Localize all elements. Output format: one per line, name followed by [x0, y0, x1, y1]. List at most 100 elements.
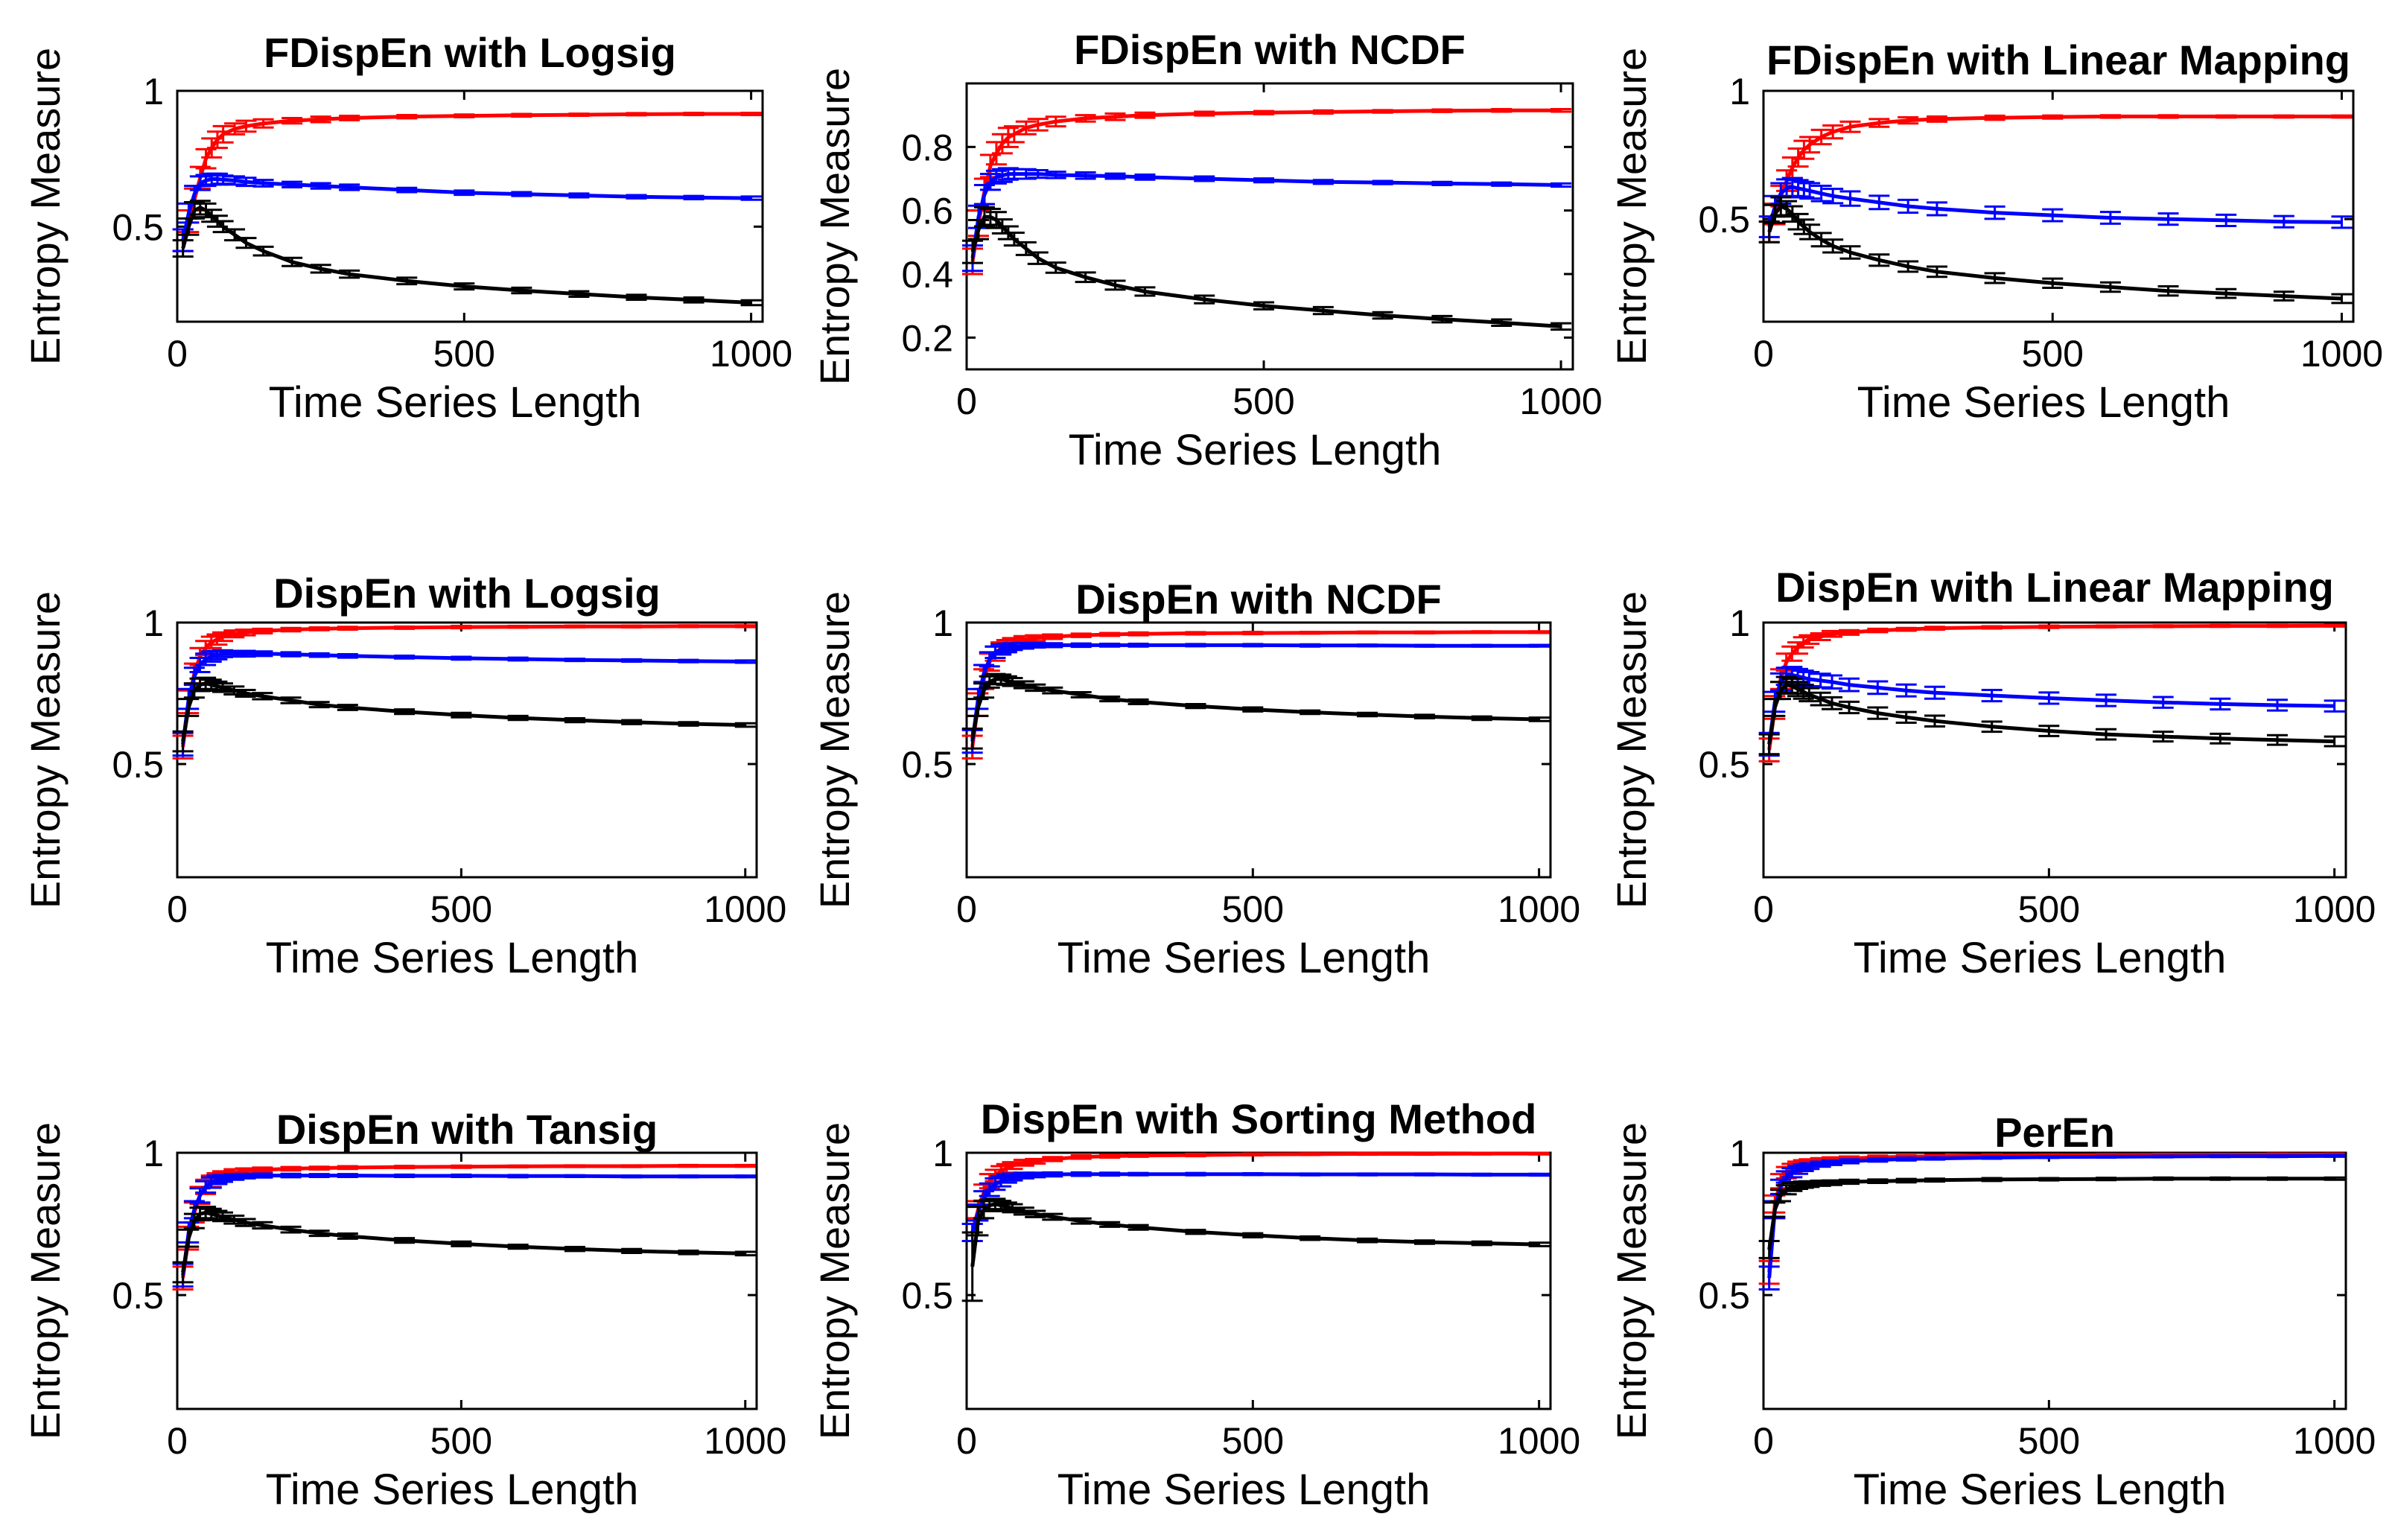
x-tick-label: 500 [2018, 1420, 2080, 1462]
x-tick-label: 0 [956, 888, 977, 930]
series-line-black [181, 1210, 745, 1273]
x-tick-label: 1000 [1498, 1420, 1580, 1462]
axes-box [1762, 1151, 2347, 1410]
y-tick-label: 1 [143, 71, 164, 112]
y-tick-label: 1 [1729, 602, 1750, 644]
plot-area [1758, 1152, 2345, 1291]
x-tick-label: 1000 [2293, 1420, 2376, 1462]
axes-box [965, 621, 1552, 879]
chart-panel-8: DispEn with Sorting Method 0 500 1000 0.5 1 Ti… [811, 1095, 1580, 1514]
series-line-red [1767, 114, 2342, 233]
x-tick-label: 500 [433, 333, 495, 375]
plot-area [172, 624, 756, 760]
y-tick-label: 0.5 [1698, 1275, 1750, 1317]
chart-panel-4: DispEn with Logsig 0 500 1000 0.5 1 Time Serie… [22, 570, 786, 982]
y-axis-label: Entropy Measure [811, 1122, 858, 1439]
chart-title: PerEn [1994, 1109, 2115, 1156]
plot-area [1758, 623, 2345, 763]
chart-title: DispEn with NCDF [1075, 576, 1442, 623]
x-axis-label: Time Series Length [1854, 1466, 2227, 1514]
x-axis-label: Time Series Length [1857, 378, 2230, 427]
x-tick-label: 500 [1233, 381, 1294, 422]
y-tick-label: 0.4 [901, 254, 953, 296]
series-line-blue [1767, 185, 2342, 228]
x-tick-label: 1000 [1498, 888, 1580, 930]
y-tick-label: 0.2 [901, 317, 953, 359]
series-line-blue [181, 177, 751, 241]
series-black [961, 672, 1550, 750]
series-line-black [1767, 682, 2335, 745]
x-tick-label: 0 [1753, 1420, 1774, 1462]
chart-panel-6: DispEn with Linear Mapping 0 500 1000 0.5 1 Ti… [1608, 564, 2376, 982]
chart-title: DispEn with Logsig [273, 570, 661, 617]
chart-panel-7: DispEn with Tansig 0 500 1000 0.5 1 Time Serie… [22, 1106, 786, 1514]
y-axis-label: Entropy Measure [811, 591, 858, 909]
y-tick-label: 0.5 [901, 744, 953, 786]
plot-area [961, 108, 1572, 331]
axes-box [1762, 621, 2347, 879]
plot-area [1758, 114, 2353, 305]
y-tick-label: 1 [1729, 71, 1750, 112]
chart-title: FDispEn with NCDF [1074, 26, 1466, 73]
series-line-blue [181, 1174, 745, 1276]
y-tick-label: 1 [932, 602, 953, 644]
chart-title: FDispEn with Logsig [264, 29, 676, 76]
chart-panel-1: FDispEn with Logsig 0 500 1000 0.5 1 Time Seri… [22, 29, 792, 427]
x-axis-label: Time Series Length [266, 934, 639, 982]
chart-panel-3: FDispEn with Linear Mapping 0 500 1000 0.5 1 T… [1608, 36, 2383, 427]
y-tick-label: 0.5 [1698, 744, 1750, 786]
x-tick-label: 1000 [710, 333, 792, 375]
y-axis-label: Entropy Measure [1608, 48, 1655, 365]
plot-area [961, 630, 1550, 760]
x-tick-label: 1000 [704, 888, 786, 930]
series-line-blue [970, 1172, 1539, 1233]
x-tick-label: 0 [167, 888, 188, 930]
series-line-black [1767, 203, 2342, 301]
x-axis-label: Time Series Length [269, 378, 642, 427]
series-black [172, 676, 756, 753]
chart-title: DispEn with Linear Mapping [1775, 564, 2334, 611]
x-axis-label: Time Series Length [1057, 1466, 1431, 1514]
y-tick-label: 1 [1729, 1133, 1750, 1174]
axes-box [176, 1151, 758, 1410]
x-axis-label: Time Series Length [1069, 426, 1442, 474]
series-black [961, 1197, 1550, 1302]
series-black [961, 206, 1572, 331]
x-tick-label: 500 [430, 1420, 492, 1462]
y-tick-label: 0.5 [112, 206, 164, 248]
x-tick-label: 500 [2022, 333, 2084, 375]
x-axis-label: Time Series Length [266, 1466, 639, 1514]
chart-title: DispEn with Sorting Method [981, 1095, 1537, 1142]
y-tick-label: 0.8 [901, 127, 953, 168]
x-tick-label: 500 [430, 888, 492, 930]
x-tick-label: 0 [167, 1420, 188, 1462]
x-axis-label: Time Series Length [1854, 934, 2227, 982]
plot-area [961, 1151, 1550, 1302]
x-tick-label: 1000 [1519, 381, 1602, 422]
y-axis-label: Entropy Measure [22, 48, 69, 365]
y-axis-label: Entropy Measure [22, 1122, 69, 1439]
x-tick-label: 1000 [2293, 888, 2376, 930]
axes-box [965, 1151, 1552, 1410]
y-axis-label: Entropy Measure [22, 591, 69, 909]
y-tick-label: 0.5 [112, 1275, 164, 1317]
chart-panel-2: FDispEn with NCDF 0 500 1000 0.2 0.4 0.6 0.8 Tim… [811, 26, 1603, 474]
series-line-blue [970, 643, 1539, 742]
series-red [961, 108, 1572, 276]
y-tick-label: 1 [143, 602, 164, 644]
chart-title: DispEn with Tansig [276, 1106, 658, 1153]
series-line-blue [181, 652, 745, 745]
series-blue [1758, 1154, 2345, 1291]
x-tick-label: 0 [956, 381, 977, 422]
series-black [172, 1206, 756, 1284]
series-line-red [181, 112, 751, 241]
y-tick-label: 1 [932, 1133, 953, 1174]
x-tick-label: 0 [1753, 888, 1774, 930]
chart-title: FDispEn with Linear Mapping [1766, 36, 2350, 83]
x-tick-label: 0 [956, 1420, 977, 1462]
series-line-black [970, 677, 1539, 739]
x-tick-label: 1000 [704, 1420, 786, 1462]
series-line-black [181, 206, 751, 305]
